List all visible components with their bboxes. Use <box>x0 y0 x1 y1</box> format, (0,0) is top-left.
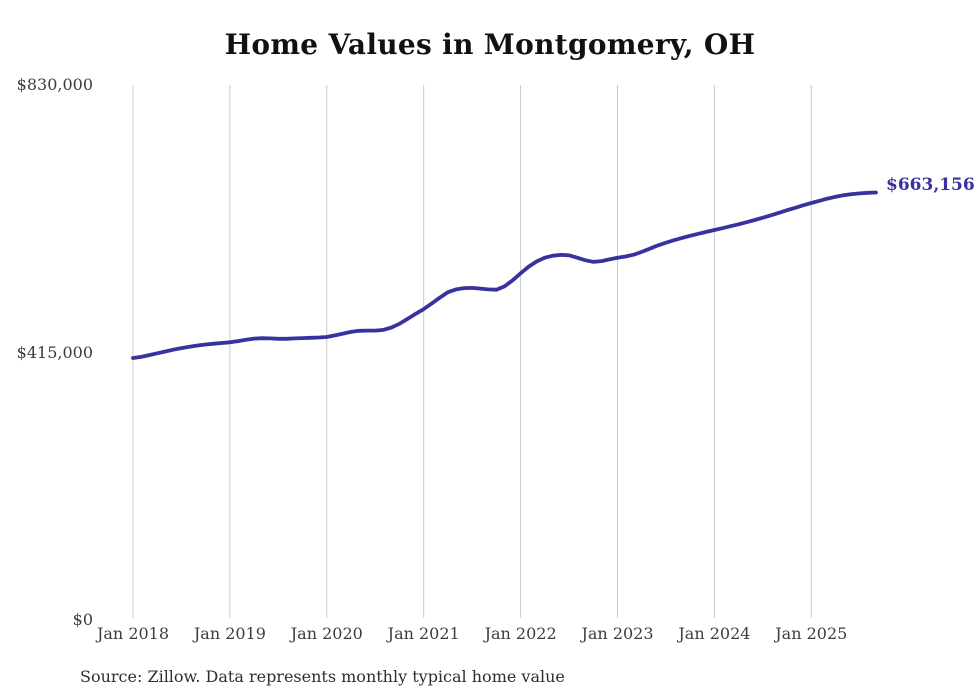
source-note: Source: Zillow. Data represents monthly … <box>80 667 565 686</box>
y-tick-label: $830,000 <box>16 75 93 94</box>
y-tick-label: $0 <box>72 610 93 629</box>
home-value-line <box>131 190 878 360</box>
chart-title: Home Values in Montgomery, OH <box>224 28 756 61</box>
x-tick-label: Jan 2025 <box>775 624 848 643</box>
x-tick-label: Jan 2018 <box>96 624 170 643</box>
x-tick-label: Jan 2023 <box>581 624 654 643</box>
x-tick-label: Jan 2021 <box>387 624 460 643</box>
x-tick-label: Jan 2022 <box>484 624 557 643</box>
x-tick-label: Jan 2024 <box>678 624 751 643</box>
latest-value-label: $663,156 <box>886 175 975 196</box>
x-tick-label: Jan 2019 <box>193 624 266 643</box>
y-tick-label: $415,000 <box>16 342 93 362</box>
x-tick-label: Jan 2020 <box>290 624 363 643</box>
